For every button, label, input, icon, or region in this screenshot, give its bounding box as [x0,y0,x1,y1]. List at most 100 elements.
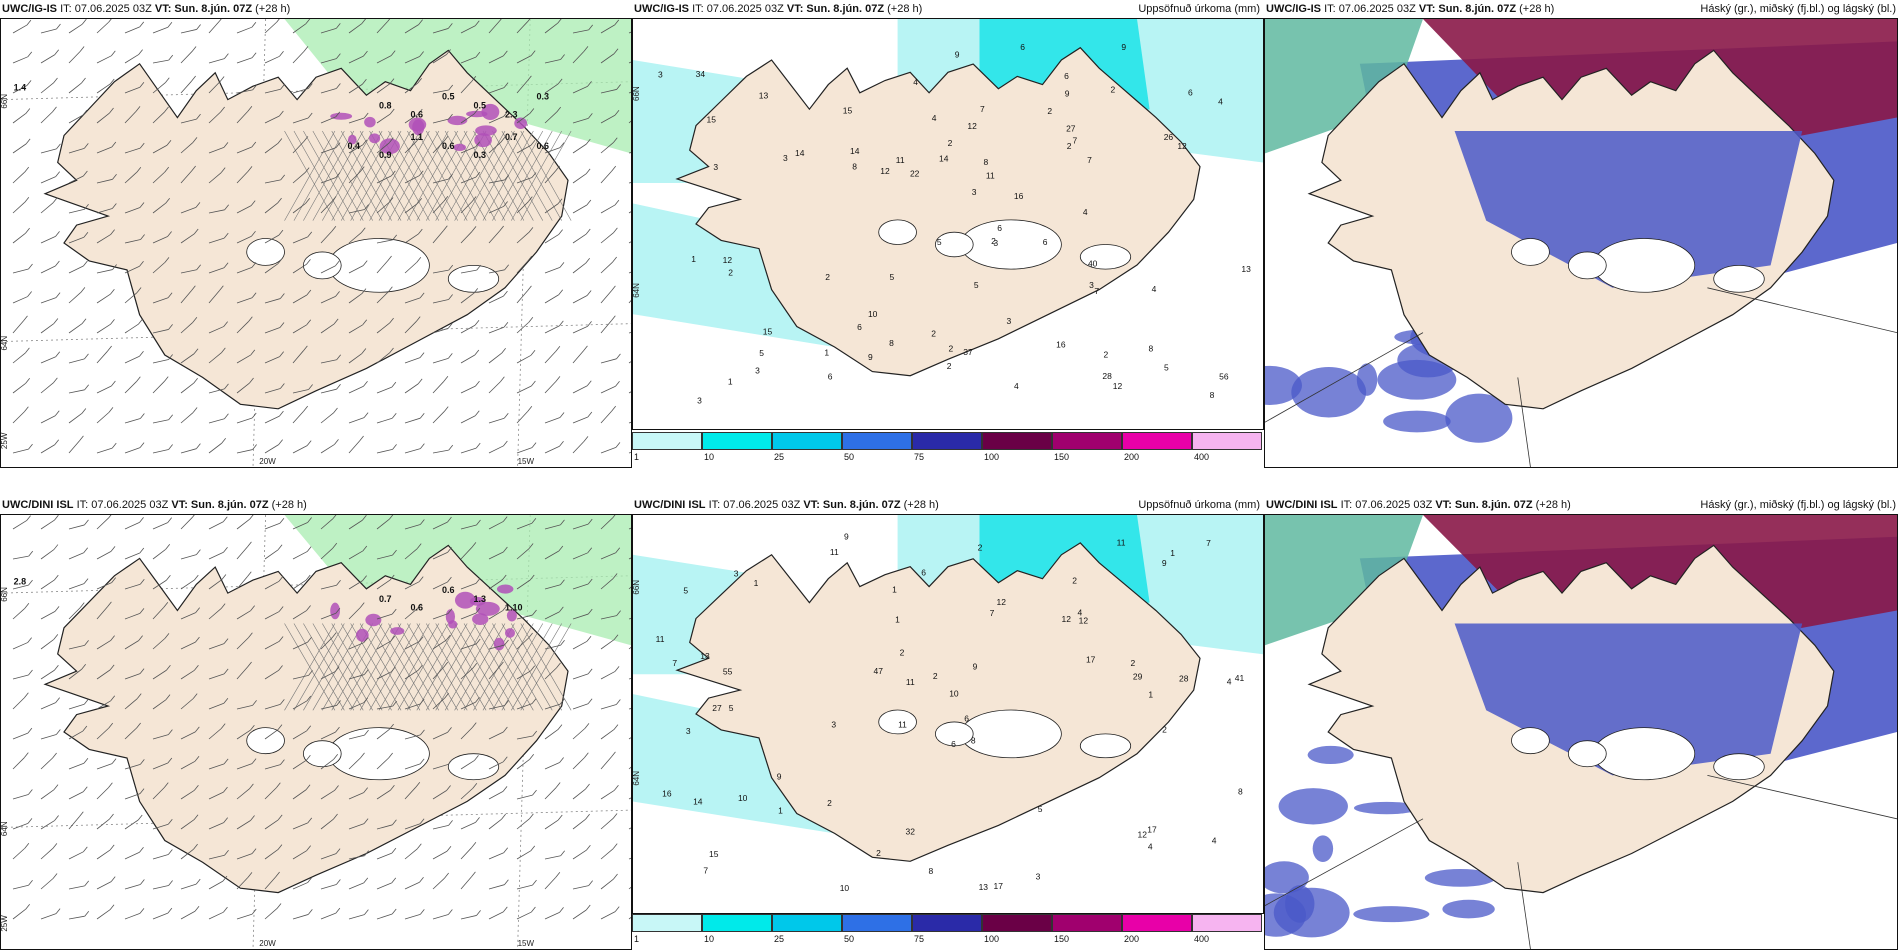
heavy-precip-cell [355,628,369,642]
precip-label: 1.4 [14,83,27,93]
precip-value: 3 [713,162,718,172]
precip-value: 12 [723,255,733,265]
precip-value: 7 [703,866,708,876]
lat-label: 66N [1,587,9,602]
glacier-area [328,727,430,781]
map-area: 1 4 6 5 4 6 8 6 2 6 8 8 8 9 16 14 3 2 5 4 3 3 2 6 7 9 11 12 12 3 5 5 7 3 2… [632,18,1264,430]
precip-value: 6 [951,739,956,749]
precip-value: 13 [979,882,989,892]
heavy-precip-cell [481,103,500,120]
legend-swatch [702,914,772,932]
precip-value: 16 [1014,191,1024,201]
glacier-area [1567,740,1607,768]
precip-value: 8 [889,338,894,348]
legend-swatch [772,914,842,932]
precip-value: 7 [1087,155,1092,165]
heavy-precip-cell [330,112,353,120]
precip-value: 11 [656,634,665,644]
precip-label: 0.6 [442,141,455,151]
legend-label: 50 [844,452,855,462]
precip-value: 12 [1138,829,1148,839]
legend-label: 150 [1054,452,1070,462]
precip-value: 3 [972,187,977,197]
iceland-land [675,46,1201,377]
precip-value: 47 [874,666,884,676]
precip-value: 15 [709,849,719,859]
panel-c: UWC/IG-IS IT: 07.06.2025 03Z VT: Sun. 8.… [1264,0,1900,468]
legend-swatch [912,914,982,932]
legend-label: 75 [914,452,925,462]
heavy-precip-cell [390,627,405,635]
legend-swatch [702,432,772,450]
precip-value: 8 [1238,786,1243,796]
mid-cloud [1383,410,1451,433]
precip-value: 17 [1086,655,1096,665]
precip-value: 4 [1218,97,1223,107]
region-boundary [1517,862,1531,949]
panel-header: UWC/DINI ISL IT: 07.06.2025 03Z VT: Sun.… [1266,499,1896,511]
precip-value: 2 [1072,575,1077,585]
legend-label: 150 [1054,934,1070,944]
legend-label: 200 [1124,452,1140,462]
precip-value: 11 [830,547,839,557]
precip-value: 2 [1067,141,1072,151]
precip-value: 6 [921,568,926,578]
precip-value: 10 [738,793,748,803]
precip-value: 2 [876,848,881,858]
glacier-area [447,753,500,781]
precip-value: 2 [1162,725,1167,735]
precip-value: 5 [890,272,895,282]
precip-value: 7 [980,104,985,114]
precip-value: 8 [1210,390,1215,400]
legend-swatch [632,914,702,932]
glacier-area [246,727,285,755]
precip-value: 12 [967,121,977,131]
precip-value: 2 [978,543,983,553]
legend-swatch [842,432,912,450]
glacier-area [934,721,974,747]
precip-label: 0.5 [442,92,455,102]
precip-value: 5 [759,348,764,358]
region-boundary [1517,377,1531,467]
precip-label: 0.8 [379,101,392,111]
heavy-precip-cell [475,601,500,616]
precip-label: 2.8 [14,576,27,586]
precip-value: 7 [1073,135,1078,145]
precip-value: 1 [778,805,783,815]
precip-value: 34 [696,69,706,79]
precip-value: 9 [1121,42,1126,52]
precip-value: 9 [1065,89,1070,99]
legend-swatch [1122,914,1192,932]
mid-cloud [1445,393,1513,443]
precip-value: 7 [1094,286,1099,296]
precip-value: 5 [683,586,688,596]
legend-label: 1 [634,934,640,944]
precip-value: 22 [910,168,920,178]
precip-value: 10 [840,883,850,893]
legend-label: 75 [914,934,925,944]
precip-value: 4 [932,113,937,123]
precip-value: 56 [1219,372,1229,382]
heavy-precip-cell [369,133,381,144]
glacier-area [1567,251,1607,280]
precip-value: 2 [991,236,996,246]
legend-swatch [632,432,702,450]
precip-value: 6 [964,713,969,723]
precip-value: 32 [906,827,916,837]
precip-value: 9 [1162,558,1167,568]
panel-header: UWC/DINI ISL IT: 07.06.2025 03Z VT: Sun.… [634,499,1260,511]
precip-value: 12 [880,166,890,176]
precip-value: 2 [1130,658,1135,668]
precip-value: 4 [1083,207,1088,217]
glacier-area [1511,727,1550,755]
precip-value: 6 [1043,237,1048,247]
mid-cloud [1442,899,1495,919]
glacier-area [1511,238,1550,266]
precip-value: 4 [1152,284,1157,294]
precip-label: 0.9 [379,150,392,160]
precip-value: 1 [892,584,897,594]
precip-label: 1.1 [411,132,424,142]
lat-label: 64N [1,336,9,351]
heavy-precip-cell [364,116,376,128]
precip-value: 4 [913,77,918,87]
